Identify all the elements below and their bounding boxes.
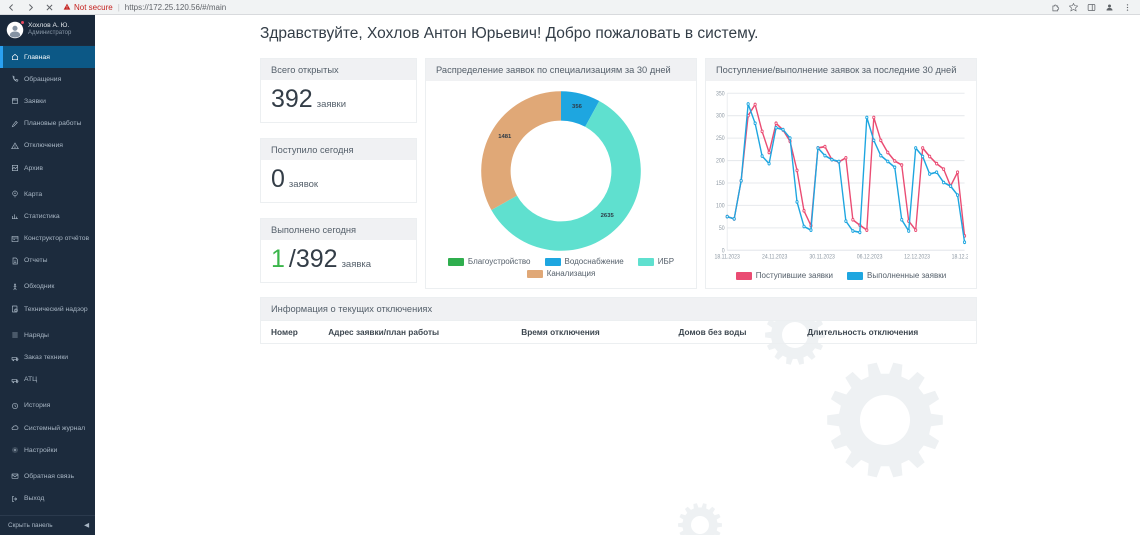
svg-text:356: 356 xyxy=(572,104,583,110)
svg-text:18.11.2023: 18.11.2023 xyxy=(714,254,739,261)
svg-text:18.12.2023: 18.12.2023 xyxy=(952,254,968,261)
svg-text:12.12.2023: 12.12.2023 xyxy=(904,254,930,261)
svg-text:300: 300 xyxy=(716,113,725,120)
svg-text:350: 350 xyxy=(716,91,725,98)
svg-text:1481: 1481 xyxy=(498,134,512,140)
svg-text:30.11.2023: 30.11.2023 xyxy=(809,254,834,261)
svg-text:150: 150 xyxy=(716,181,725,188)
svg-text:24.11.2023: 24.11.2023 xyxy=(762,254,787,261)
svg-text:250: 250 xyxy=(716,136,725,143)
svg-text:2635: 2635 xyxy=(601,213,615,219)
svg-text:200: 200 xyxy=(716,158,725,165)
svg-text:50: 50 xyxy=(719,226,725,233)
svg-text:100: 100 xyxy=(716,203,725,210)
svg-text:06.12.2023: 06.12.2023 xyxy=(857,254,883,261)
